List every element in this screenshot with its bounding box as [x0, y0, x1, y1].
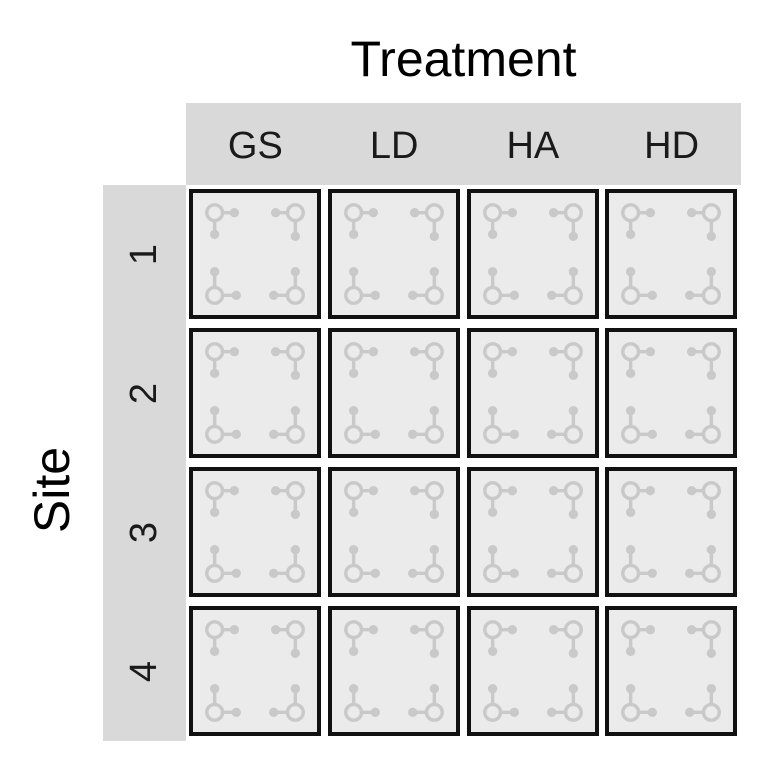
- plot-corner-marker-icon: [482, 342, 583, 444]
- plot-corner-marker-icon: [482, 620, 583, 722]
- y-axis-title-text: Site: [24, 446, 80, 534]
- site-label-2: 2: [103, 324, 186, 463]
- plot-corner-marker-icon: [482, 203, 583, 305]
- plot-cell-site1-hd: [605, 189, 738, 319]
- plot-corner-marker-icon: [621, 620, 722, 722]
- plot-cell-site2-gs: [189, 328, 321, 458]
- site-strip: 1 2 3 4: [103, 185, 186, 741]
- plot-cell-site1-gs: [189, 189, 321, 319]
- treatment-label-ld: LD: [369, 124, 419, 167]
- plot-cell-site4-ld: [327, 606, 460, 736]
- plot-corner-marker-icon: [205, 342, 305, 444]
- plot-cell-site1-ha: [466, 189, 599, 319]
- site-label-4: 4: [103, 602, 186, 741]
- plot-cell-site4-hd: [605, 606, 738, 736]
- plot-cell-site4-gs: [189, 606, 321, 736]
- plot-corner-marker-icon: [205, 203, 305, 305]
- treatment-label-gs: GS: [227, 124, 283, 167]
- plot-cell-site2-hd: [605, 328, 738, 458]
- site-label-1: 1: [103, 185, 186, 324]
- x-axis-title: Treatment: [350, 31, 577, 87]
- treatment-label-hd: HD: [644, 124, 700, 167]
- plot-grid: [186, 185, 741, 741]
- plot-cell-site3-hd: [605, 467, 738, 597]
- plot-cell-site4-ha: [466, 606, 599, 736]
- site-label-2-text: 2: [122, 382, 165, 405]
- site-label-3: 3: [103, 463, 186, 602]
- treatment-strip: GS LD HA HD: [186, 103, 741, 185]
- site-label-3-text: 3: [122, 521, 165, 544]
- plot-cell-site1-ld: [327, 189, 460, 319]
- plot-corner-marker-icon: [205, 620, 305, 722]
- treatment-label-ha: HA: [506, 124, 560, 167]
- y-axis-title: Site: [22, 447, 82, 533]
- plot-corner-marker-icon: [343, 620, 444, 722]
- plot-corner-marker-icon: [621, 481, 722, 583]
- site-label-4-text: 4: [122, 660, 165, 683]
- site-label-1-text: 1: [122, 243, 165, 266]
- plot-cell-site3-ha: [466, 467, 599, 597]
- plot-corner-marker-icon: [343, 481, 444, 583]
- plot-corner-marker-icon: [343, 203, 444, 305]
- plot-cell-site3-ld: [327, 467, 460, 597]
- plot-corner-marker-icon: [205, 481, 305, 583]
- plot-cell-site2-ha: [466, 328, 599, 458]
- plot-cell-site3-gs: [189, 467, 321, 597]
- plot-corner-marker-icon: [621, 342, 722, 444]
- plot-corner-marker-icon: [621, 203, 722, 305]
- plot-cell-site2-ld: [327, 328, 460, 458]
- plot-corner-marker-icon: [482, 481, 583, 583]
- plot-corner-marker-icon: [343, 342, 444, 444]
